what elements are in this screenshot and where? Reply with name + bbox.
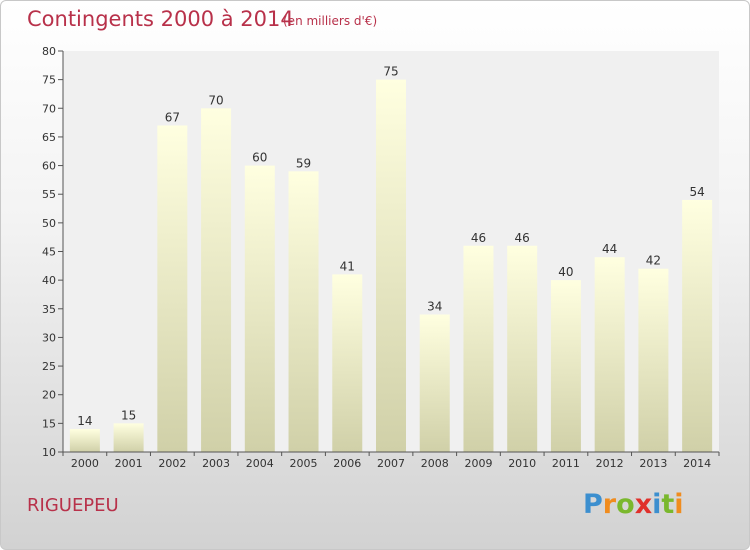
bar	[69, 429, 100, 452]
x-axis: 2000 2001 2002 2003 2004 2005 2006 2007 2008 2009…	[62, 451, 720, 470]
bar	[113, 423, 144, 452]
bar	[550, 280, 581, 452]
value-label: 59	[296, 156, 311, 170]
x-tick-label: 2001	[115, 457, 143, 470]
bar	[463, 245, 494, 452]
logo-letter: x	[634, 489, 653, 520]
x-tick-label: 2008	[421, 457, 449, 470]
value-label: 34	[427, 300, 442, 314]
value-label: 54	[689, 185, 704, 199]
bar	[332, 274, 363, 452]
y-tick-label: 20	[42, 389, 56, 402]
bar	[419, 314, 450, 452]
x-tick-label: 2006	[333, 457, 361, 470]
bars-group	[69, 79, 713, 453]
bar	[288, 171, 319, 453]
x-tick-label: 2011	[552, 457, 580, 470]
value-label: 67	[165, 110, 180, 124]
y-tick-label: 80	[42, 45, 56, 58]
x-tick-label: 2002	[158, 457, 186, 470]
bar	[201, 108, 232, 453]
x-tick-label: 2010	[508, 457, 536, 470]
value-label: 14	[77, 414, 92, 428]
x-tick-label: 2012	[596, 457, 624, 470]
y-tick-label: 75	[42, 74, 56, 87]
chart-title: Contingents 2000 à 2014	[27, 7, 294, 31]
value-label: 15	[121, 408, 136, 422]
value-label: 42	[646, 254, 661, 268]
value-label: 41	[340, 259, 355, 273]
y-tick-label: 15	[42, 417, 56, 430]
x-tick-label: 2000	[71, 457, 99, 470]
x-tick-label: 2013	[639, 457, 667, 470]
x-tick-label: 2007	[377, 457, 405, 470]
x-tick-label: 2005	[290, 457, 318, 470]
logo-letter: i	[652, 489, 662, 520]
y-tick-label: 40	[42, 274, 56, 287]
value-label: 60	[252, 151, 267, 165]
value-label: 44	[602, 242, 617, 256]
y-tick-label: 70	[42, 102, 56, 115]
bar	[244, 165, 275, 453]
y-tick-label: 50	[42, 217, 56, 230]
bar	[638, 268, 669, 452]
logo-letter: t	[661, 489, 675, 520]
value-label: 70	[208, 93, 223, 107]
logo-letter: o	[616, 489, 635, 520]
bar	[507, 245, 538, 452]
commune-name: RIGUEPEU	[27, 495, 119, 516]
y-tick-label: 55	[42, 188, 56, 201]
y-tick-label: 10	[42, 446, 56, 459]
y-tick-label: 45	[42, 246, 56, 259]
x-tick-label: 2014	[683, 457, 711, 470]
value-label: 75	[383, 65, 398, 79]
value-label: 46	[471, 231, 486, 245]
x-tick-label: 2009	[464, 457, 492, 470]
x-tick-label: 2004	[246, 457, 274, 470]
bar	[376, 79, 406, 453]
x-tick-label: 2003	[202, 457, 230, 470]
y-tick-label: 35	[42, 303, 56, 316]
logo-letter: P	[583, 489, 603, 520]
proxiti-logo: Proxiti	[583, 489, 684, 520]
bar	[682, 199, 713, 452]
value-label: 46	[515, 231, 530, 245]
bar	[157, 125, 188, 452]
chart-subtitle: (en milliers d'€)	[283, 14, 378, 28]
y-tick-label: 60	[42, 160, 56, 173]
y-tick-label: 25	[42, 360, 56, 373]
bar	[594, 257, 625, 452]
value-labels-group: 14 15 67 70 60 59 41 75 34 46 46 40 44 42 54	[77, 65, 705, 428]
logo-letter: r	[602, 489, 617, 520]
y-axis: 10 15 20 25 30 35 40 45 50 55 60 65 70 75 80	[42, 45, 64, 459]
y-tick-label: 65	[42, 131, 56, 144]
logo-letter: i	[674, 489, 684, 520]
y-tick-label: 30	[42, 331, 56, 344]
value-label: 40	[558, 265, 573, 279]
